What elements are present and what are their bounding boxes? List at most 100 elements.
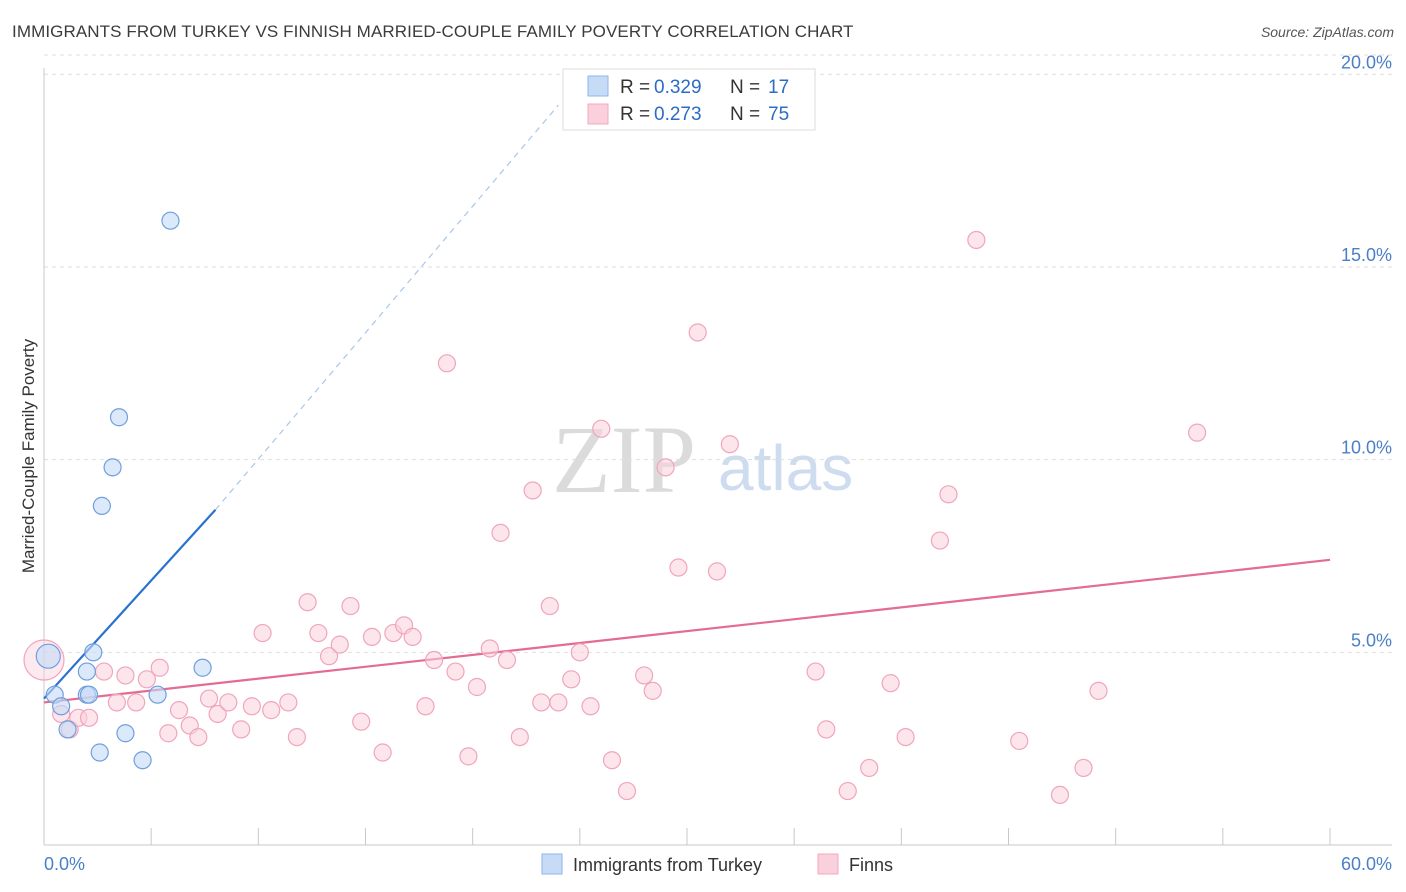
legend-swatch-turkey xyxy=(587,75,609,97)
y-tick-label-0: 5.0% xyxy=(1351,630,1392,650)
finns-point xyxy=(309,623,328,643)
finns-point xyxy=(881,674,900,693)
finns-point xyxy=(617,781,637,801)
turkey-point xyxy=(79,685,99,704)
finns-point xyxy=(189,727,208,747)
turkey-point xyxy=(35,643,61,669)
finns-point xyxy=(491,523,510,542)
finns-point xyxy=(669,558,688,577)
finns-point xyxy=(219,693,238,712)
series-finns xyxy=(23,230,1207,805)
turkey-point xyxy=(92,496,111,515)
turkey-point xyxy=(77,662,96,681)
axes xyxy=(43,68,1392,846)
finns-point xyxy=(939,485,958,504)
finns-point xyxy=(107,693,126,712)
finns-point xyxy=(94,662,114,681)
finns-point xyxy=(967,230,986,250)
finns-point xyxy=(1089,681,1108,700)
bottom-legend-swatch-finns xyxy=(817,853,839,875)
finns-point xyxy=(523,481,542,500)
finns-point xyxy=(330,635,349,654)
legend-n-label-finns: N = xyxy=(730,104,760,125)
turkey-point xyxy=(193,658,212,677)
finns-point xyxy=(287,727,307,747)
trend-line-turkey-extension xyxy=(215,104,559,511)
finns-point xyxy=(806,662,825,681)
finns-point xyxy=(562,670,581,689)
finns-point xyxy=(930,531,950,550)
trend-line-turkey xyxy=(43,508,217,700)
finns-point xyxy=(570,643,589,662)
finns-point xyxy=(532,693,551,712)
chart-title: IMMIGRANTS FROM TURKEY VS FINNISH MARRIE… xyxy=(12,22,854,41)
finns-point xyxy=(262,701,281,720)
finns-point xyxy=(656,458,675,477)
finns-point xyxy=(169,701,189,720)
finns-point xyxy=(137,670,156,689)
watermark-atlas: atlas xyxy=(718,432,853,504)
legend-r-value-finns: 0.273 xyxy=(654,104,702,125)
turkey-point xyxy=(109,408,129,427)
finns-point xyxy=(446,662,465,681)
finns-point xyxy=(319,647,339,666)
finns-point xyxy=(116,666,135,685)
finns-point xyxy=(860,758,879,778)
finns-point xyxy=(497,650,517,670)
finns-point xyxy=(341,596,360,616)
finns-point xyxy=(581,697,600,716)
bottom-legend-swatch-turkey xyxy=(541,853,563,875)
turkey-point xyxy=(84,643,103,662)
finns-point xyxy=(437,354,457,373)
finns-point xyxy=(602,751,622,770)
x-tick-label-max: 60.0% xyxy=(1341,854,1392,874)
y-tick-label-2: 15.0% xyxy=(1341,245,1392,265)
finns-point xyxy=(253,623,272,643)
finns-point xyxy=(635,666,654,685)
turkey-point xyxy=(133,751,152,770)
finns-point xyxy=(459,747,478,766)
bottom-legend-label-finns: Finns xyxy=(849,855,893,875)
finns-point xyxy=(688,323,707,342)
finns-point xyxy=(424,650,444,670)
finns-point xyxy=(199,689,219,708)
finns-point xyxy=(480,639,499,658)
bottom-legend: Immigrants from Turkey Finns xyxy=(541,853,893,875)
finns-point xyxy=(298,593,317,612)
finns-point xyxy=(817,720,836,739)
turkey-point xyxy=(148,685,167,704)
finns-point xyxy=(1010,731,1029,751)
finns-point xyxy=(707,562,727,581)
legend-r-label-turkey: R = xyxy=(620,77,650,98)
finns-point xyxy=(592,419,611,438)
turkey-point xyxy=(116,724,135,743)
legend-n-value-finns: 75 xyxy=(768,104,789,125)
finns-point xyxy=(549,693,568,712)
finns-point xyxy=(1074,758,1093,778)
finns-point xyxy=(510,727,529,747)
finns-point xyxy=(150,658,169,677)
finns-point xyxy=(352,712,371,731)
finns-point xyxy=(232,720,251,739)
turkey-point xyxy=(90,743,109,762)
finns-point xyxy=(208,704,227,724)
finns-point xyxy=(1188,423,1207,442)
legend-r-label-finns: R = xyxy=(620,104,650,125)
legend-swatch-finns xyxy=(587,103,609,125)
turkey-point xyxy=(161,211,180,230)
finns-point xyxy=(373,743,392,762)
finns-point xyxy=(159,724,178,743)
finns-point xyxy=(362,627,382,647)
y-tick-labels: 5.0% 10.0% 15.0% 20.0% xyxy=(1341,52,1392,650)
finns-point xyxy=(79,708,99,727)
finns-point xyxy=(896,727,915,747)
legend-n-value-turkey: 17 xyxy=(768,77,789,98)
x-tick-label-min: 0.0% xyxy=(44,854,85,874)
finns-point xyxy=(416,697,435,716)
finns-point xyxy=(1050,785,1070,805)
turkey-point xyxy=(103,458,122,477)
y-axis-label: Married-Couple Family Poverty xyxy=(19,338,38,573)
bottom-legend-label-turkey: Immigrants from Turkey xyxy=(573,855,762,875)
legend-r-value-turkey: 0.329 xyxy=(654,77,702,98)
